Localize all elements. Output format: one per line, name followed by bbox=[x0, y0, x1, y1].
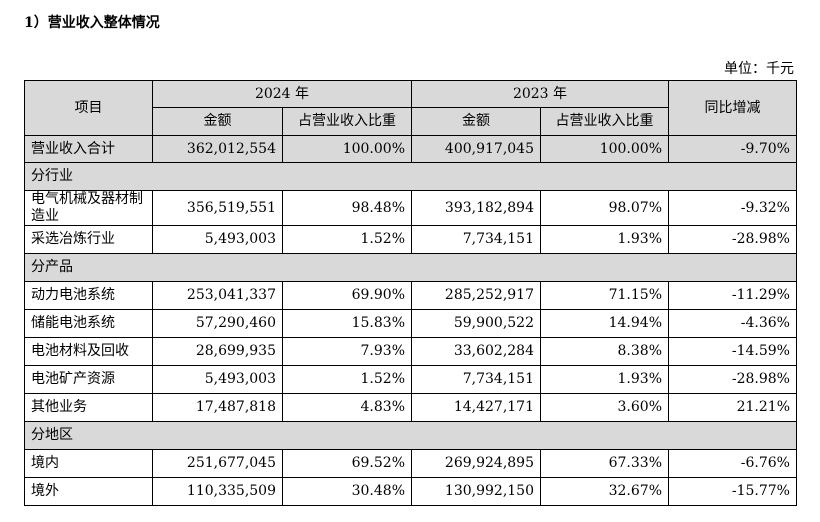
row-amount-2024: 356,519,551 bbox=[152, 190, 283, 226]
row-yoy: 21.21% bbox=[668, 393, 797, 422]
section-title: 分产品 bbox=[24, 253, 797, 282]
header-item: 项目 bbox=[24, 80, 153, 136]
row-label: 电池矿产资源 bbox=[24, 365, 153, 394]
total-yoy: -9.70% bbox=[668, 135, 797, 163]
row-share-2023: 14.94% bbox=[540, 309, 669, 338]
section-heading: 1）营业收入整体情况 bbox=[24, 15, 160, 31]
row-share-2024: 98.48% bbox=[282, 190, 412, 226]
row-amount-2024: 251,677,045 bbox=[152, 449, 283, 478]
row-amount-2024: 253,041,337 bbox=[152, 281, 283, 310]
table-row: 电池矿产资源 5,493,003 1.52% 7,734,151 1.93% -… bbox=[24, 365, 797, 394]
total-share-2024: 100.00% bbox=[282, 135, 412, 163]
row-label: 动力电池系统 bbox=[24, 281, 153, 310]
row-yoy: -11.29% bbox=[668, 281, 797, 310]
table-row: 电池材料及回收 28,699,935 7.93% 33,602,284 8.38… bbox=[24, 337, 797, 366]
header-share-2023: 占营业收入比重 bbox=[540, 107, 669, 136]
row-amount-2023: 14,427,171 bbox=[411, 393, 541, 422]
unit-label: 单位：千元 bbox=[724, 61, 794, 77]
row-amount-2024: 17,487,818 bbox=[152, 393, 283, 422]
row-amount-2023: 7,734,151 bbox=[411, 365, 541, 394]
total-amount-2023: 400,917,045 bbox=[411, 135, 541, 163]
row-amount-2024: 110,335,509 bbox=[152, 477, 283, 506]
row-yoy: -15.77% bbox=[668, 477, 797, 506]
row-amount-2024: 57,290,460 bbox=[152, 309, 283, 338]
section-row-industry: 分行业 bbox=[24, 162, 797, 191]
row-amount-2024: 28,699,935 bbox=[152, 337, 283, 366]
table-row: 储能电池系统 57,290,460 15.83% 59,900,522 14.9… bbox=[24, 309, 797, 338]
row-yoy: -28.98% bbox=[668, 225, 797, 254]
row-amount-2023: 285,252,917 bbox=[411, 281, 541, 310]
row-share-2024: 4.83% bbox=[282, 393, 412, 422]
row-share-2024: 69.90% bbox=[282, 281, 412, 310]
row-share-2023: 32.67% bbox=[540, 477, 669, 506]
section-title: 分地区 bbox=[24, 421, 797, 450]
table-row: 电气机械及器材制造业 356,519,551 98.48% 393,182,89… bbox=[24, 190, 797, 226]
section-row-region: 分地区 bbox=[24, 421, 797, 450]
section-title: 分行业 bbox=[24, 162, 797, 191]
row-label: 境内 bbox=[24, 449, 153, 478]
row-share-2023: 98.07% bbox=[540, 190, 669, 226]
total-amount-2024: 362,012,554 bbox=[152, 135, 283, 163]
row-amount-2023: 7,734,151 bbox=[411, 225, 541, 254]
total-share-2023: 100.00% bbox=[540, 135, 669, 163]
row-share-2023: 1.93% bbox=[540, 365, 669, 394]
row-yoy: -14.59% bbox=[668, 337, 797, 366]
row-label: 储能电池系统 bbox=[24, 309, 153, 338]
row-share-2024: 7.93% bbox=[282, 337, 412, 366]
row-yoy: -28.98% bbox=[668, 365, 797, 394]
row-amount-2023: 269,924,895 bbox=[411, 449, 541, 478]
row-share-2023: 8.38% bbox=[540, 337, 669, 366]
table-row: 动力电池系统 253,041,337 69.90% 285,252,917 71… bbox=[24, 281, 797, 310]
total-label: 营业收入合计 bbox=[24, 135, 153, 163]
row-label: 电气机械及器材制造业 bbox=[24, 190, 153, 226]
row-share-2024: 15.83% bbox=[282, 309, 412, 338]
row-share-2024: 69.52% bbox=[282, 449, 412, 478]
section-row-product: 分产品 bbox=[24, 253, 797, 282]
table-row: 境外 110,335,509 30.48% 130,992,150 32.67%… bbox=[24, 477, 797, 506]
row-label: 采选冶炼行业 bbox=[24, 225, 153, 254]
row-amount-2023: 130,992,150 bbox=[411, 477, 541, 506]
row-amount-2023: 33,602,284 bbox=[411, 337, 541, 366]
row-amount-2023: 59,900,522 bbox=[411, 309, 541, 338]
revenue-table: 项目 2024 年 2023 年 同比增减 金额 占营业收入比重 金额 占营业收… bbox=[24, 80, 797, 506]
row-share-2023: 67.33% bbox=[540, 449, 669, 478]
row-share-2023: 1.93% bbox=[540, 225, 669, 254]
header-year-2023: 2023 年 bbox=[411, 80, 669, 108]
header-yoy: 同比增减 bbox=[668, 80, 797, 136]
table-row: 采选冶炼行业 5,493,003 1.52% 7,734,151 1.93% -… bbox=[24, 225, 797, 254]
row-share-2023: 3.60% bbox=[540, 393, 669, 422]
row-label: 电池材料及回收 bbox=[24, 337, 153, 366]
header-share-2024: 占营业收入比重 bbox=[282, 107, 412, 136]
row-amount-2024: 5,493,003 bbox=[152, 365, 283, 394]
row-share-2024: 30.48% bbox=[282, 477, 412, 506]
table-row: 其他业务 17,487,818 4.83% 14,427,171 3.60% 2… bbox=[24, 393, 797, 422]
header-amount-2023: 金额 bbox=[411, 107, 541, 136]
header-amount-2024: 金额 bbox=[152, 107, 283, 136]
row-yoy: -6.76% bbox=[668, 449, 797, 478]
table-row: 境内 251,677,045 69.52% 269,924,895 67.33%… bbox=[24, 449, 797, 478]
row-share-2024: 1.52% bbox=[282, 225, 412, 254]
row-yoy: -9.32% bbox=[668, 190, 797, 226]
row-share-2023: 71.15% bbox=[540, 281, 669, 310]
row-label: 其他业务 bbox=[24, 393, 153, 422]
header-year-2024: 2024 年 bbox=[152, 80, 412, 108]
row-yoy: -4.36% bbox=[668, 309, 797, 338]
row-amount-2023: 393,182,894 bbox=[411, 190, 541, 226]
total-row: 营业收入合计 362,012,554 100.00% 400,917,045 1… bbox=[24, 135, 797, 163]
row-share-2024: 1.52% bbox=[282, 365, 412, 394]
row-label: 境外 bbox=[24, 477, 153, 506]
row-amount-2024: 5,493,003 bbox=[152, 225, 283, 254]
